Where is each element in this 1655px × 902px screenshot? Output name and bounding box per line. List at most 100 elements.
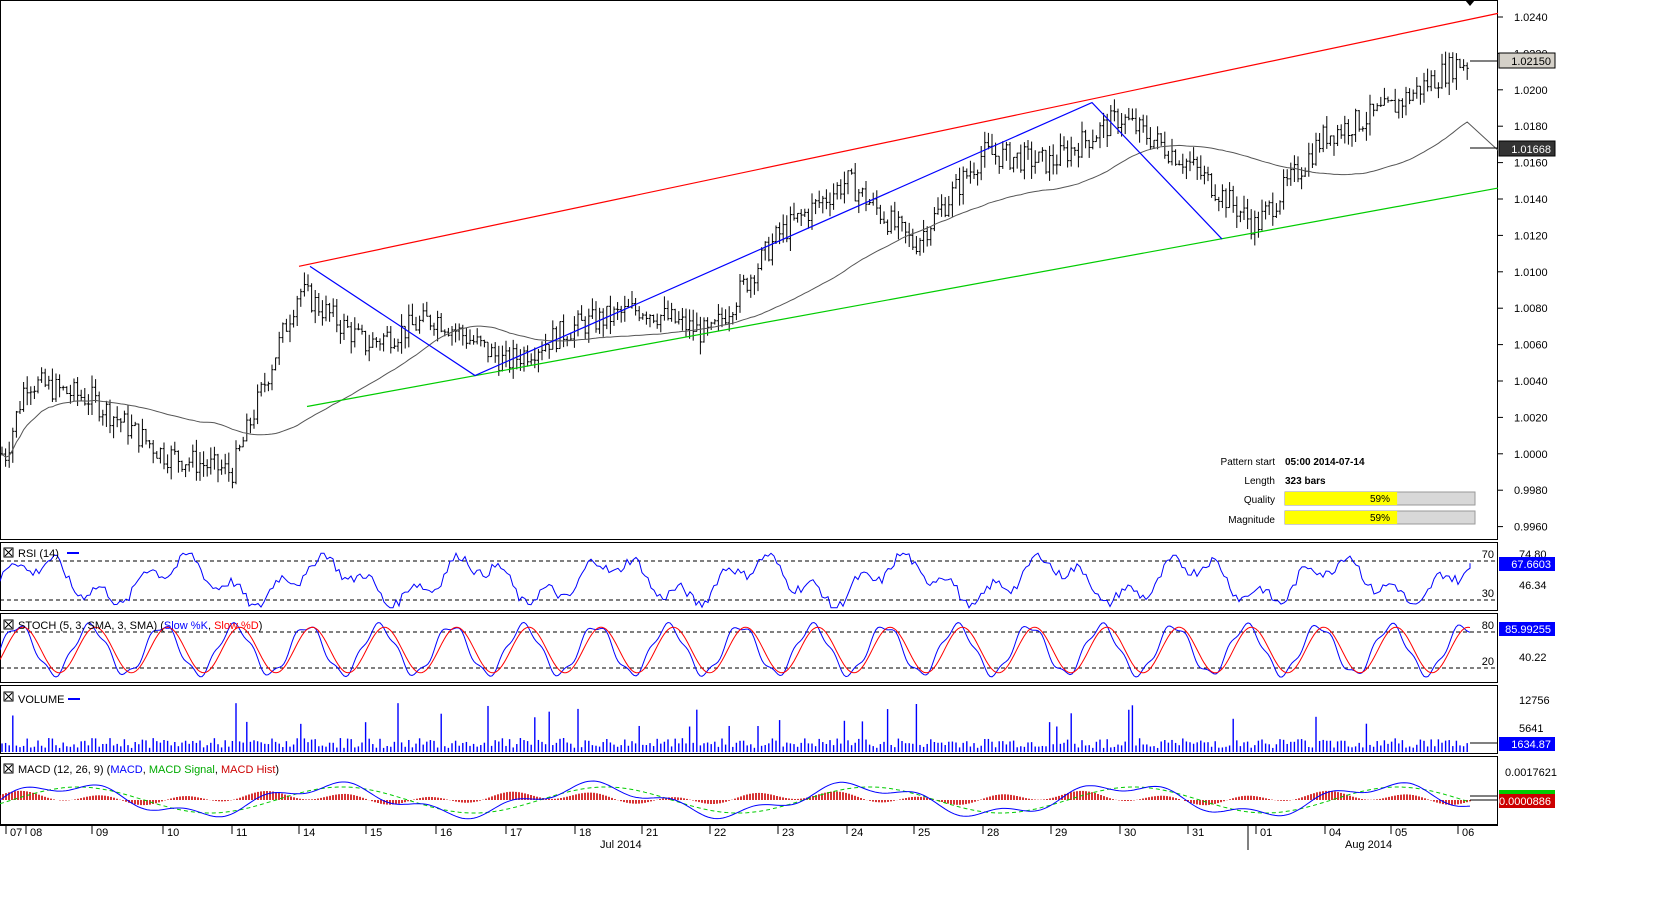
pattern-info-box: Pattern start 05:00 2014-07-14 Length 32… <box>1221 457 1476 526</box>
macd-close-icon[interactable] <box>3 763 14 774</box>
date-tick-label: 17 <box>510 827 522 839</box>
month-label: Aug 2014 <box>1345 839 1392 851</box>
date-tick-label: 06 <box>1462 827 1474 839</box>
pattern-start-label: Pattern start <box>1221 457 1276 468</box>
stoch-level-80-label: 80 <box>1482 620 1494 632</box>
macd-signal-line <box>0 786 1471 814</box>
zigzag-line <box>309 101 1223 377</box>
date-tick-label: 28 <box>987 827 999 839</box>
rsi-panel: RSI (14) 70 30 74.80 46.34 67.6603 <box>0 547 1555 609</box>
date-tick-label: 15 <box>370 827 382 839</box>
date-tick-label: 31 <box>1192 827 1204 839</box>
price-tick-label: 1.0060 <box>1514 340 1548 352</box>
price-tick-label: 1.0160 <box>1514 158 1548 170</box>
channel-pattern <box>298 12 1499 408</box>
date-tick-label: 05 <box>1395 827 1407 839</box>
date-tick-label: 21 <box>646 827 658 839</box>
resistance-line <box>298 12 1499 267</box>
macd-title: MACD (12, 26, 9) (MACD, MACD Signal, MAC… <box>18 764 279 776</box>
price-tick-label: 1.0100 <box>1514 267 1548 279</box>
macd-panel: MACD (12, 26, 9) (MACD, MACD Signal, MAC… <box>0 763 1557 820</box>
moving-average <box>1 121 1499 458</box>
macd-label: MACD <box>110 764 142 776</box>
stoch-close-icon[interactable] <box>3 619 14 630</box>
volume-tick-top: 12756 <box>1519 695 1550 707</box>
date-tick-label: 07 <box>10 827 22 839</box>
macd-title-prefix: MACD (12, 26, 9) <box>18 764 104 776</box>
current-price-label: 1.02150 <box>1511 56 1551 68</box>
quality-bar-fill <box>1285 492 1398 505</box>
rsi-level-30-label: 30 <box>1482 588 1494 600</box>
volume-tick-mid: 5641 <box>1519 723 1543 735</box>
price-tick-label: 1.0240 <box>1514 12 1548 24</box>
stoch-panel: STOCH (5, 3, SMA, 3, SMA) (Slow %K, Slow… <box>0 619 1555 678</box>
macd-line <box>0 780 1471 820</box>
macd-hist-label: MACD Hist <box>221 764 275 776</box>
stoch-k-line <box>0 621 1471 678</box>
stoch-level-20-label: 20 <box>1482 656 1494 668</box>
price-axis: 1.02401.02201.02001.01801.01601.01401.01… <box>1498 12 1548 534</box>
current-price-tag: 1.02150 <box>1470 52 1556 69</box>
stoch-d-label: Slow %D <box>214 620 259 632</box>
macd-signal-label: MACD Signal <box>149 764 215 776</box>
date-tick-label: 04 <box>1329 827 1341 839</box>
volume-bars <box>1 703 1468 752</box>
price-tick-label: 1.0000 <box>1514 449 1548 461</box>
date-tick-label: 11 <box>236 827 247 839</box>
price-tick-label: 1.0200 <box>1514 85 1548 97</box>
volume-current-value: 1634.87 <box>1511 739 1551 751</box>
price-tick-label: 1.0020 <box>1514 412 1548 424</box>
moving-average-line <box>1 121 1499 458</box>
magnitude-label: Magnitude <box>1228 515 1275 526</box>
price-tick-label: 1.0040 <box>1514 376 1548 388</box>
date-tick-label: 01 <box>1260 827 1272 839</box>
macd-current-value: 0.0000886 <box>1499 796 1551 808</box>
quality-value: 59% <box>1370 494 1390 505</box>
pattern-start-value: 05:00 2014-07-14 <box>1285 457 1365 468</box>
date-tick-label: 08 <box>30 827 42 839</box>
ma-price-tag: 1.01668 <box>1470 140 1556 157</box>
magnitude-bar-fill <box>1285 511 1398 524</box>
date-tick-label: 22 <box>714 827 726 839</box>
stoch-panel-frame <box>0 613 1498 683</box>
length-value: 323 bars <box>1285 476 1326 487</box>
stoch-title-prefix: STOCH (5, 3, SMA, 3, SMA) <box>18 620 157 632</box>
date-tick-label: 16 <box>440 827 452 839</box>
stoch-current-value: 85.99255 <box>1505 624 1551 636</box>
stoch-tick-mid: 40.22 <box>1519 652 1547 664</box>
price-tick-label: 1.0140 <box>1514 194 1548 206</box>
magnitude-value: 59% <box>1370 513 1390 524</box>
price-tick-label: 1.0180 <box>1514 121 1548 133</box>
price-tick-label: 1.0120 <box>1514 230 1548 242</box>
price-tick-label: 1.0080 <box>1514 303 1548 315</box>
rsi-level-70-label: 70 <box>1482 549 1494 561</box>
volume-close-icon[interactable] <box>3 691 14 702</box>
stoch-k-label: Slow %K <box>164 620 209 632</box>
rsi-current-value: 67.6603 <box>1511 559 1551 571</box>
volume-panel: VOLUME 12756 5641 1634.87 <box>1 691 1555 752</box>
stoch-title: STOCH (5, 3, SMA, 3, SMA) (Slow %K, Slow… <box>18 620 262 632</box>
date-axis: 07 08 09 10 11 14 15 16 17 18 21 22 23 24 25 28 29 30 31 01… <box>5 826 1474 851</box>
macd-tick-top: 0.0017621 <box>1505 767 1557 779</box>
rsi-line <box>0 551 1471 609</box>
length-label: Length <box>1244 476 1275 487</box>
ma-price-label: 1.01668 <box>1511 144 1551 156</box>
rsi-close-icon[interactable] <box>3 547 14 558</box>
date-tick-label: 29 <box>1055 827 1067 839</box>
month-label: Jul 2014 <box>600 839 642 851</box>
quality-label: Quality <box>1244 495 1275 506</box>
price-tick-label: 0.9980 <box>1514 485 1548 497</box>
menu-arrow-icon[interactable] <box>1465 0 1475 6</box>
date-tick-label: 09 <box>96 827 108 839</box>
date-tick-label: 23 <box>782 827 794 839</box>
rsi-tick-mid: 46.34 <box>1519 580 1547 592</box>
date-tick-label: 18 <box>579 827 591 839</box>
date-tick-label: 25 <box>918 827 930 839</box>
main-panel-frame <box>0 0 1498 540</box>
date-tick-label: 24 <box>851 827 863 839</box>
macd-panel-frame <box>0 756 1498 825</box>
rsi-title: RSI (14) <box>18 548 59 560</box>
date-tick-label: 10 <box>167 827 179 839</box>
